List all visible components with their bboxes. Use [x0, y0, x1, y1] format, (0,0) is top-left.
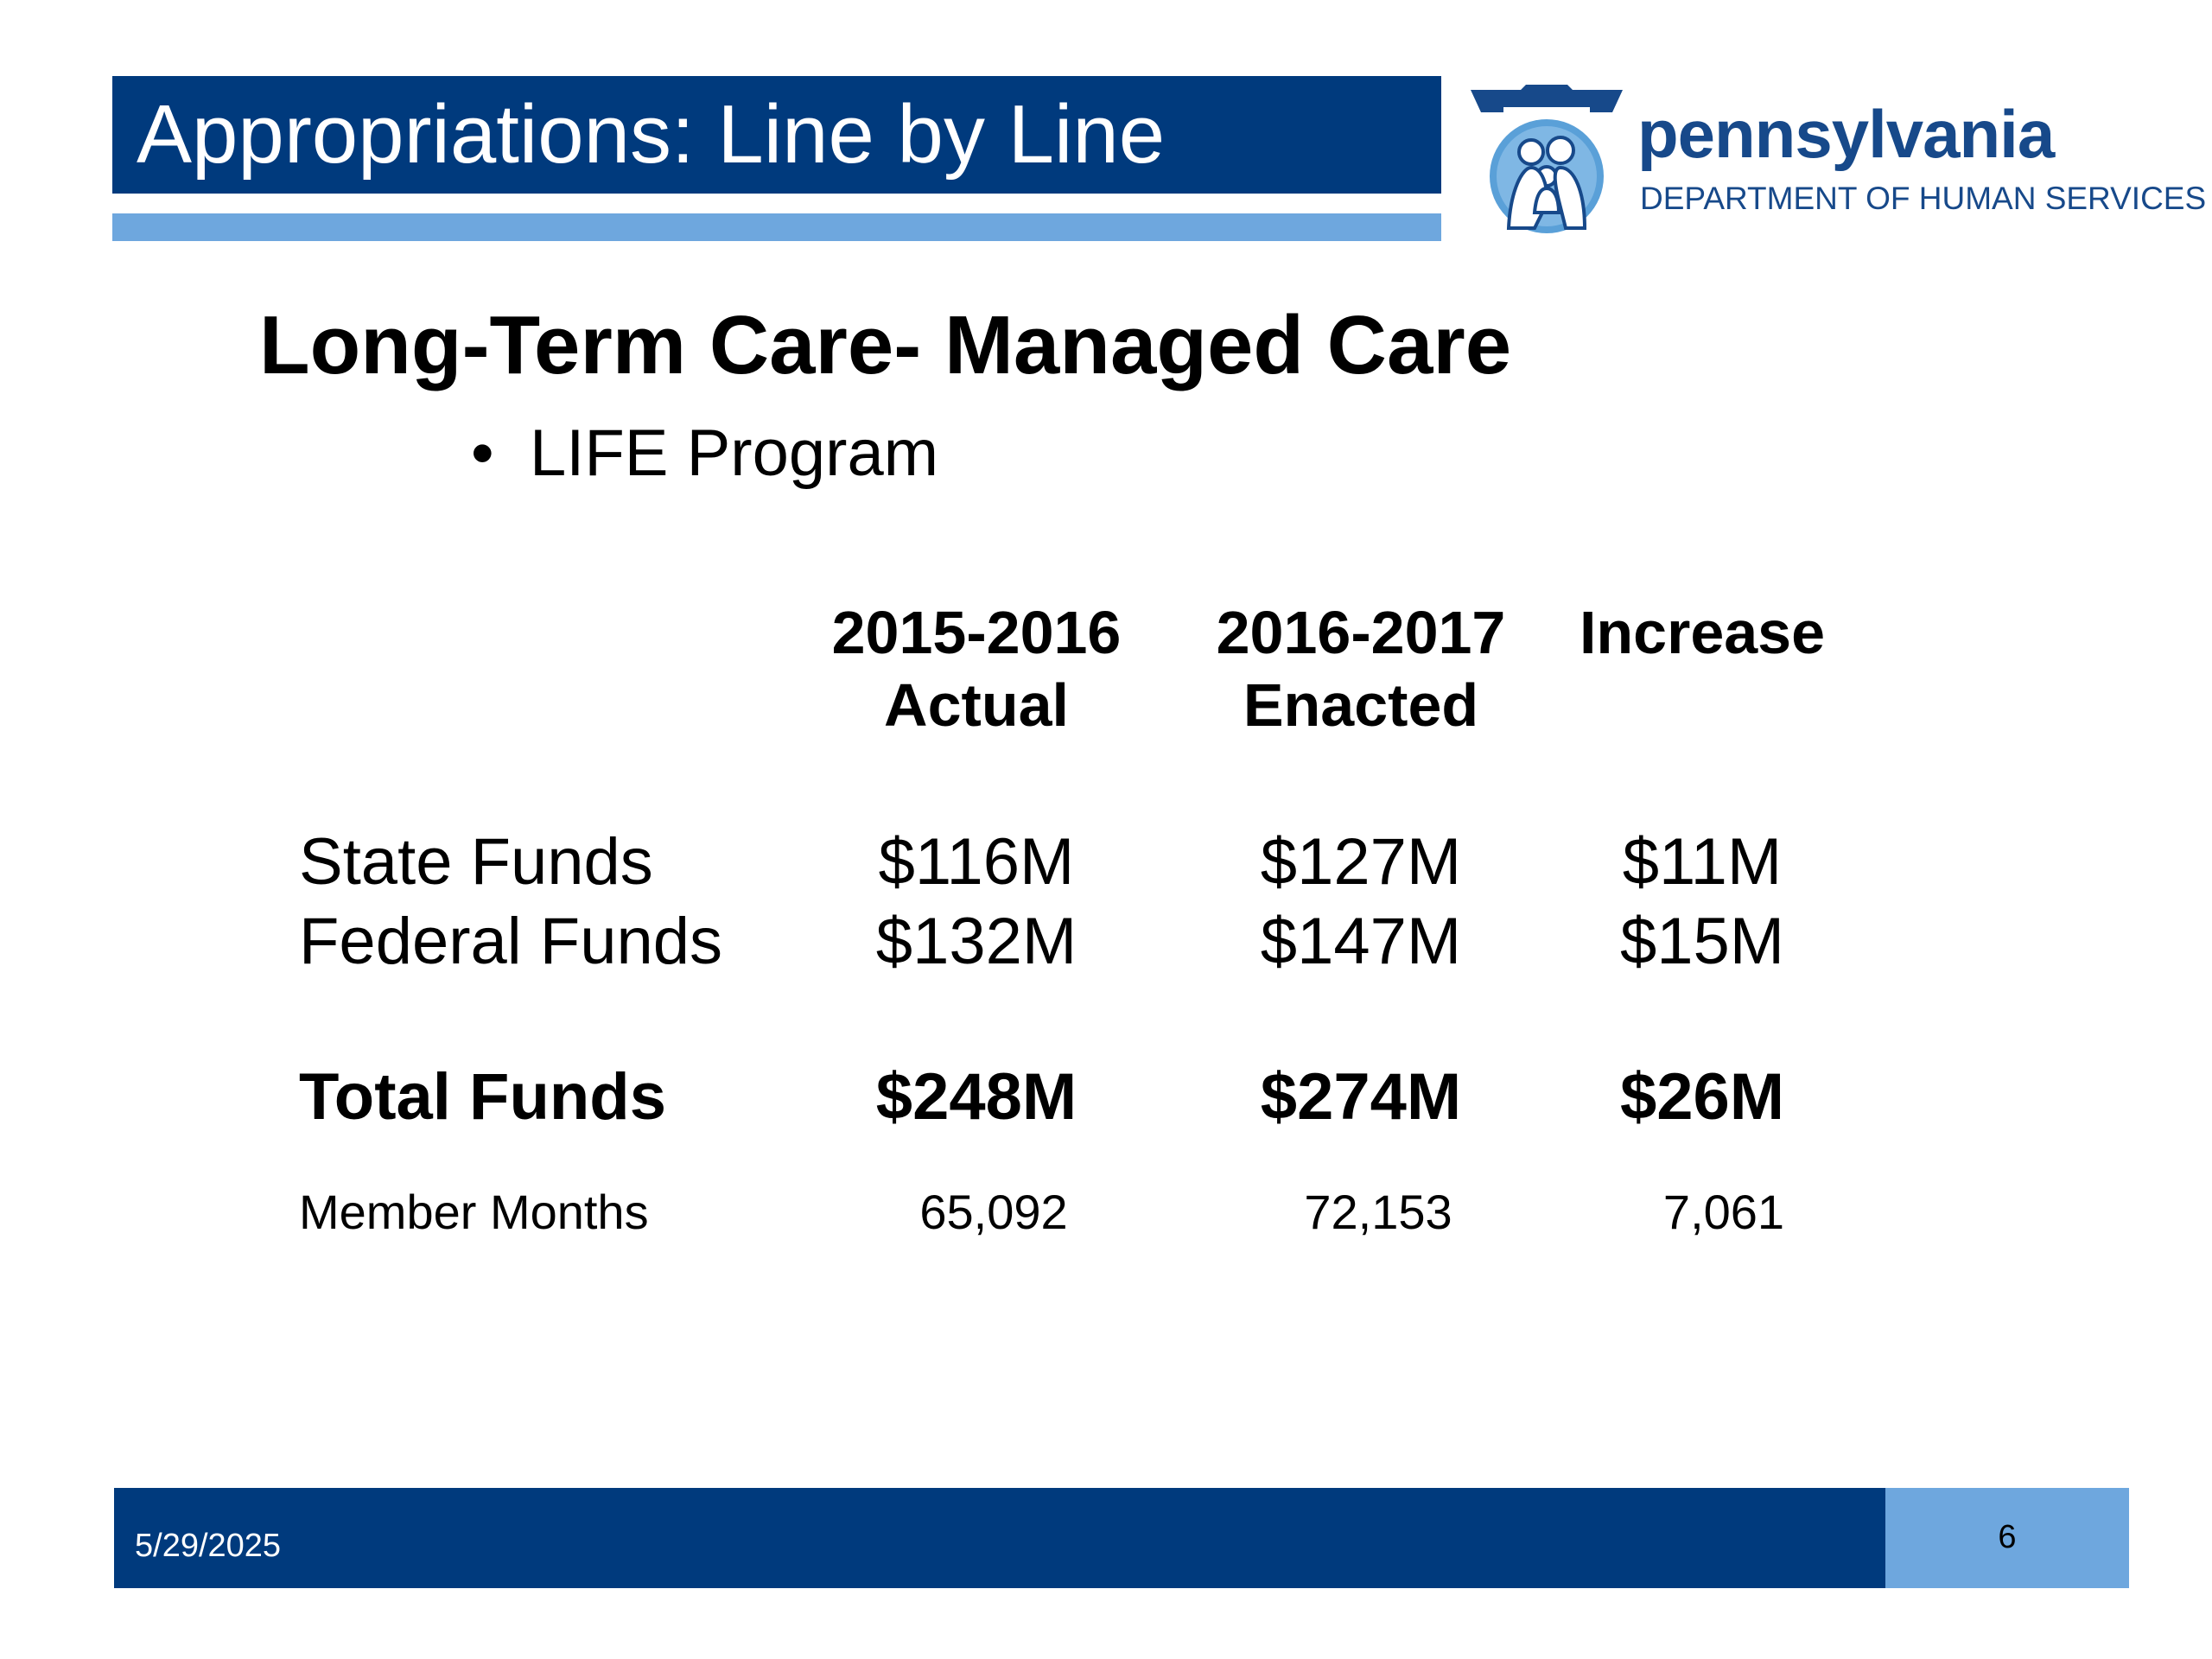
col-header-enacted: 2016-2017 Enacted: [1205, 596, 1516, 741]
col-header-line2: Enacted: [1243, 671, 1479, 739]
cell-total-increase: $26M: [1619, 1060, 1785, 1134]
bullet-item: • LIFE Program: [471, 415, 938, 493]
cell-state-increase: $11M: [1622, 825, 1783, 899]
footer-date: 5/29/2025: [135, 1528, 282, 1564]
cell-members-enacted: 72,153: [1304, 1185, 1452, 1239]
cell-federal-increase: $15M: [1619, 905, 1785, 978]
col-header-actual: 2015-2016 Actual: [821, 596, 1132, 741]
col-header-line1: 2016-2017: [1216, 599, 1506, 666]
row-label-member-months: Member Months: [299, 1185, 649, 1239]
cell-members-actual: 65,092: [919, 1185, 1068, 1239]
section-title: Long-Term Care- Managed Care: [259, 299, 1512, 391]
cell-state-actual: $116M: [878, 825, 1075, 899]
col-header-line1: Increase: [1579, 599, 1826, 666]
cell-total-enacted: $274M: [1260, 1060, 1462, 1134]
row-label-total-funds: Total Funds: [299, 1060, 666, 1134]
row-label-federal-funds: Federal Funds: [299, 905, 723, 978]
header-stripe: [112, 213, 1441, 241]
logo-subtitle: DEPARTMENT OF HUMAN SERVICES: [1640, 181, 2207, 216]
header-bar: Appropriations: Line by Line: [112, 76, 1441, 194]
bullet-marker: •: [471, 416, 494, 490]
col-header-line2: Actual: [884, 671, 1069, 739]
page-number-box: 6: [1885, 1488, 2129, 1588]
cell-federal-actual: $132M: [875, 905, 1077, 978]
bullet-text: LIFE Program: [530, 416, 939, 490]
col-header-line1: 2015-2016: [831, 599, 1122, 666]
cell-state-enacted: $127M: [1260, 825, 1462, 899]
keystone-family-icon: [1471, 85, 1623, 233]
footer-bar: 5/29/2025: [114, 1488, 1885, 1588]
logo-wordmark: pennsylvania: [1637, 96, 2055, 172]
row-label-state-funds: State Funds: [299, 825, 653, 899]
page-number: 6: [1998, 1519, 2017, 1555]
cell-total-actual: $248M: [875, 1060, 1077, 1134]
slide-title: Appropriations: Line by Line: [137, 88, 1166, 181]
cell-federal-enacted: $147M: [1260, 905, 1462, 978]
cell-members-increase: 7,061: [1662, 1185, 1785, 1239]
pa-dhs-logo: pennsylvania DEPARTMENT OF HUMAN SERVICE…: [1469, 83, 2206, 238]
col-header-increase: Increase: [1555, 596, 1849, 669]
